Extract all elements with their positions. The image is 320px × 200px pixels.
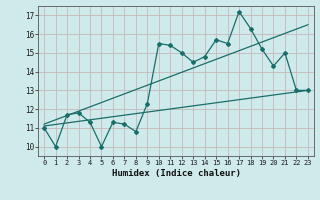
X-axis label: Humidex (Indice chaleur): Humidex (Indice chaleur) [111, 169, 241, 178]
